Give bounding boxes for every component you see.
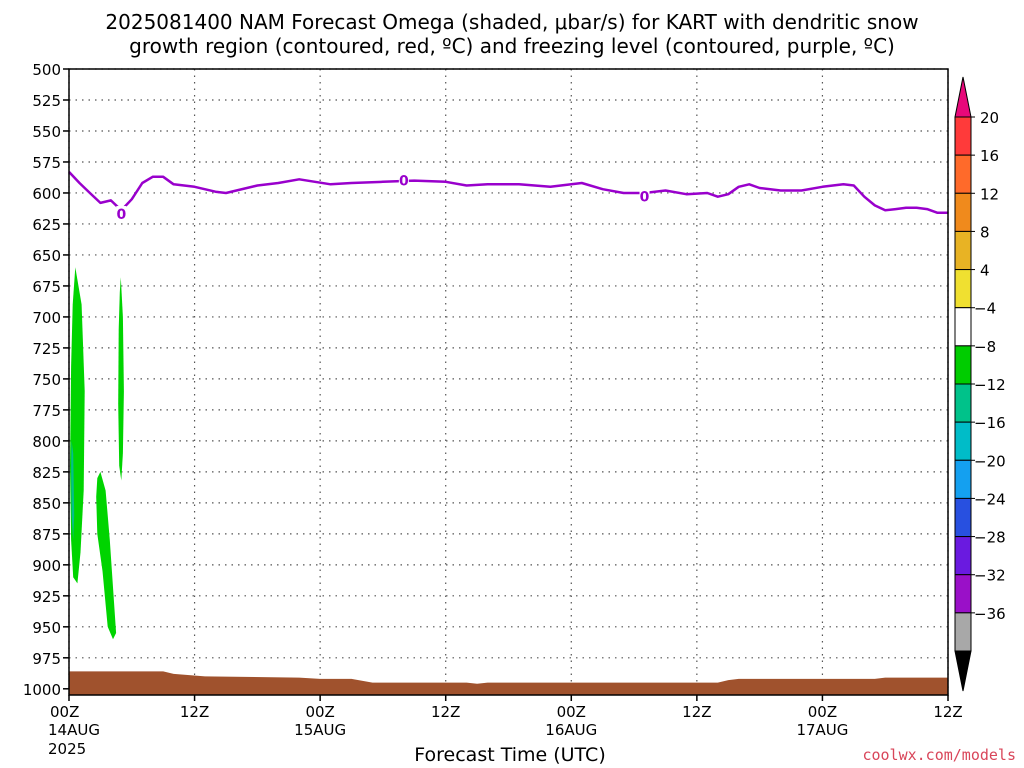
- y-tick-label: 1000: [23, 681, 61, 699]
- y-tick-label: 600: [32, 185, 61, 203]
- colorbar-bin: [954, 383, 972, 423]
- y-tick-label: 800: [32, 433, 61, 451]
- y-tick-label: 950: [32, 619, 61, 637]
- omega-shaded-regions: [70, 267, 124, 640]
- terrain: [69, 671, 948, 695]
- x-tick-label: 00Z: [557, 703, 586, 721]
- y-tick-label: 650: [32, 247, 61, 265]
- colorbar-label: −32: [974, 567, 1006, 585]
- colorbar-label: 20: [980, 109, 999, 127]
- y-tick-label: 625: [32, 216, 61, 234]
- omega-region-1-core: [71, 440, 75, 540]
- colorbar: 20 16 12 8 4 −4 −8 −12 −16 −20 −24 −28 −32 −36: [954, 76, 1006, 692]
- colorbar-top-arrow: [954, 76, 972, 118]
- plot-frame: [68, 68, 949, 696]
- colorbar-bin: [954, 269, 972, 309]
- chart-title-line-1: 2025081400 NAM Forecast Omega (shaded, μ…: [105, 10, 919, 34]
- colorbar-bin: [954, 497, 972, 538]
- x-tick-label: 00Z: [50, 703, 79, 721]
- x-tick-label: 12Z: [682, 703, 711, 721]
- colorbar-bin: [954, 574, 972, 614]
- contour-label-bg: [639, 188, 650, 204]
- colorbar-bin: [954, 421, 972, 461]
- y-tick-label: 500: [32, 61, 61, 79]
- colorbar-bin: [954, 154, 972, 194]
- colorbar-label: −28: [974, 529, 1006, 547]
- colorbar-label: −16: [974, 414, 1006, 432]
- colorbar-label: 12: [980, 185, 999, 203]
- contour-label-bg: [116, 206, 127, 222]
- x-tick-date-label: 14AUG: [48, 721, 100, 739]
- colorbar-label: −24: [974, 490, 1006, 508]
- colorbar-label: −20: [974, 452, 1006, 470]
- x-tick-label: 00Z: [808, 703, 837, 721]
- colorbar-bottom-arrow: [954, 650, 972, 692]
- terrain-fill: [69, 671, 948, 695]
- y-tick-label: 825: [32, 464, 61, 482]
- colorbar-label: −8: [974, 338, 996, 356]
- x-tick-label: 12Z: [431, 703, 460, 721]
- omega-region-1: [70, 267, 85, 584]
- colorbar-bin: [954, 230, 972, 271]
- freezing-level-contour-label: 0: [399, 174, 409, 190]
- colorbar-bin: [954, 536, 972, 576]
- freezing-level-contour: 0 0 0: [68, 171, 948, 223]
- y-tick-label: 875: [32, 526, 61, 544]
- colorbar-bin: [954, 116, 972, 156]
- colorbar-bin: [954, 192, 972, 232]
- y-tick-label: 700: [32, 309, 61, 327]
- x-axis-title: Forecast Time (UTC): [414, 744, 606, 766]
- colorbar-bin: [954, 459, 972, 499]
- y-tick-label: 550: [32, 123, 61, 141]
- colorbar-label: 8: [980, 223, 990, 241]
- colorbar-label: −36: [974, 605, 1006, 623]
- x-tick-date-label: 17AUG: [796, 721, 848, 739]
- x-tick-date-label: 15AUG: [294, 721, 346, 739]
- colorbar-bin: [954, 307, 972, 347]
- y-tick-label: 900: [32, 557, 61, 575]
- y-tick-label: 675: [32, 278, 61, 296]
- freezing-level-line: [68, 171, 948, 215]
- y-tick-label: 725: [32, 340, 61, 358]
- colorbar-bin: [954, 345, 972, 385]
- colorbar-label: 4: [980, 262, 990, 280]
- x-tick-date-label: 16AUG: [545, 721, 597, 739]
- year-label: 2025: [48, 740, 87, 758]
- y-tick-label: 525: [32, 92, 61, 110]
- y-tick-label: 775: [32, 402, 61, 420]
- x-tick-label: 12Z: [933, 703, 962, 721]
- colorbar-label: −4: [974, 300, 996, 318]
- y-tick-label: 975: [32, 650, 61, 668]
- colorbar-label: −12: [974, 376, 1006, 394]
- y-tick-label: 750: [32, 371, 61, 389]
- chart-title-line-2: growth region (contoured, red, ºC) and f…: [129, 34, 895, 58]
- freezing-level-contour-label: 0: [640, 190, 650, 206]
- freezing-level-contour-label: 0: [116, 207, 126, 223]
- grid-lines: [68, 68, 949, 695]
- y-tick-label: 575: [32, 154, 61, 172]
- omega-region-3: [118, 277, 124, 481]
- y-tick-label: 850: [32, 495, 61, 513]
- omega-region-2: [96, 471, 117, 640]
- contour-label-bg: [398, 172, 409, 188]
- colorbar-label: 16: [980, 147, 999, 165]
- credit-link[interactable]: coolwx.com/models: [862, 746, 1016, 764]
- y-axis-ticks: 500 525 550 575 600 625 650 675 700 725 750 775 800 8…: [23, 61, 69, 699]
- y-tick-label: 925: [32, 588, 61, 606]
- x-tick-label: 12Z: [180, 703, 209, 721]
- colorbar-bin: [954, 612, 972, 652]
- x-tick-label: 00Z: [305, 703, 334, 721]
